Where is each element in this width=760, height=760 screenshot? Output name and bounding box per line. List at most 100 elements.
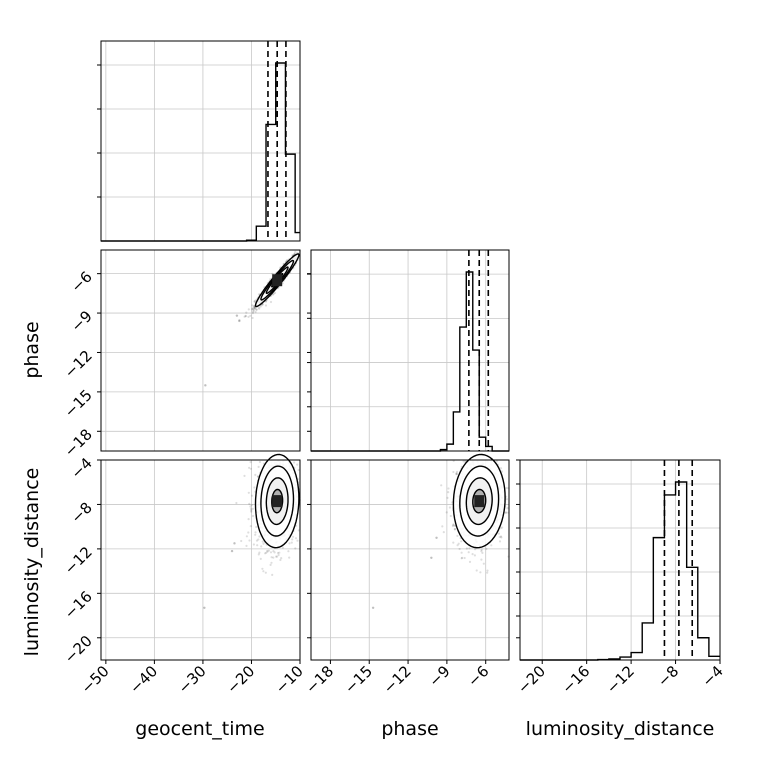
sample-point bbox=[262, 542, 265, 545]
sample-point bbox=[452, 541, 455, 544]
x-axis-label-luminosity_distance: luminosity_distance bbox=[526, 718, 715, 740]
sample-point bbox=[252, 308, 255, 311]
sample-point bbox=[473, 554, 476, 557]
sample-point bbox=[455, 473, 458, 476]
sample-point bbox=[251, 307, 254, 310]
sample-point bbox=[468, 560, 472, 564]
sample-point bbox=[468, 547, 471, 550]
x-tick-label: −30 bbox=[175, 662, 210, 697]
sample-point bbox=[250, 510, 253, 513]
sample-point bbox=[264, 571, 267, 574]
sample-point bbox=[245, 311, 248, 314]
sample-point bbox=[290, 541, 293, 544]
sample-point bbox=[447, 487, 450, 490]
x-tick-label: −50 bbox=[78, 662, 113, 697]
sample-point bbox=[266, 550, 269, 553]
sample-point bbox=[253, 300, 256, 303]
sample-point bbox=[296, 539, 299, 542]
sample-point bbox=[430, 556, 433, 559]
sample-point bbox=[261, 567, 264, 570]
scatter-geocent_time-vs-luminosity_distance bbox=[100, 453, 301, 661]
sample-point bbox=[505, 511, 508, 514]
y-tick-label: −12 bbox=[61, 543, 96, 578]
sample-point bbox=[265, 551, 268, 554]
sample-point bbox=[248, 539, 251, 542]
sample-point bbox=[250, 503, 253, 507]
panel-background bbox=[101, 250, 300, 451]
sample-point bbox=[294, 547, 297, 550]
sample-point bbox=[455, 472, 458, 476]
sample-point bbox=[288, 542, 291, 545]
histogram-geocent_time bbox=[97, 40, 301, 242]
sample-point bbox=[506, 507, 509, 510]
sample-point bbox=[247, 518, 250, 521]
sample-point bbox=[251, 507, 254, 510]
sample-point bbox=[247, 491, 250, 494]
sample-point bbox=[272, 292, 275, 295]
y-axis-label-luminosity_distance: luminosity_distance bbox=[21, 468, 43, 657]
sample-point bbox=[244, 315, 247, 318]
sample-point bbox=[497, 532, 500, 535]
sample-point bbox=[452, 470, 455, 474]
sample-point bbox=[252, 305, 255, 308]
y-tick-label: −18 bbox=[61, 425, 96, 460]
sample-point bbox=[441, 525, 444, 528]
sample-point bbox=[291, 538, 294, 541]
sample-point bbox=[253, 306, 256, 309]
sample-point bbox=[479, 571, 482, 574]
y-tick-label: −9 bbox=[67, 307, 95, 335]
sample-point bbox=[245, 535, 248, 538]
sample-point bbox=[480, 548, 483, 551]
sample-point bbox=[233, 542, 236, 545]
sample-point bbox=[247, 308, 250, 311]
x-axis-label-phase: phase bbox=[381, 718, 438, 740]
sample-point bbox=[247, 531, 250, 534]
x-tick-label: −10 bbox=[272, 662, 307, 697]
sample-point bbox=[251, 312, 254, 315]
sample-point bbox=[276, 551, 280, 555]
sample-point bbox=[264, 300, 268, 303]
sample-point bbox=[248, 502, 251, 505]
sample-point bbox=[453, 524, 456, 527]
sample-point bbox=[460, 557, 463, 560]
scatter-geocent_time-vs-phase bbox=[100, 249, 301, 452]
sample-point bbox=[254, 533, 257, 536]
sample-point bbox=[258, 535, 261, 538]
histogram-phase bbox=[307, 249, 510, 452]
x-tick-label: −40 bbox=[126, 662, 161, 697]
y-tick-label: −16 bbox=[61, 587, 96, 622]
sample-point bbox=[250, 509, 253, 512]
sample-point bbox=[460, 551, 463, 554]
panel-frame bbox=[519, 459, 721, 661]
sample-point bbox=[249, 507, 252, 510]
sample-point bbox=[294, 250, 297, 253]
sample-point bbox=[254, 531, 257, 534]
sample-point bbox=[254, 473, 257, 476]
sample-point bbox=[451, 524, 454, 528]
sample-point bbox=[462, 460, 465, 463]
sample-point bbox=[251, 494, 254, 497]
sample-point bbox=[504, 511, 507, 514]
sample-point bbox=[294, 537, 298, 540]
sample-point bbox=[261, 303, 264, 306]
density-peak bbox=[272, 274, 283, 287]
sample-point bbox=[264, 304, 268, 307]
panel-frame bbox=[100, 40, 301, 242]
sample-point bbox=[461, 556, 464, 559]
sample-point bbox=[271, 293, 275, 296]
sample-point bbox=[481, 551, 484, 555]
sample-point bbox=[446, 496, 449, 499]
sample-point bbox=[235, 501, 238, 505]
sample-point bbox=[255, 308, 258, 311]
sample-point bbox=[255, 308, 258, 311]
panel-background bbox=[101, 41, 300, 241]
histogram-luminosity_distance bbox=[516, 459, 721, 661]
sample-point bbox=[235, 314, 239, 317]
sample-point bbox=[270, 561, 273, 564]
y-tick-label: −20 bbox=[61, 632, 96, 667]
sample-point bbox=[279, 558, 282, 562]
sample-point bbox=[264, 552, 267, 555]
sample-point bbox=[292, 535, 295, 538]
density-peak bbox=[474, 495, 485, 508]
x-tick-label: −12 bbox=[380, 662, 415, 697]
